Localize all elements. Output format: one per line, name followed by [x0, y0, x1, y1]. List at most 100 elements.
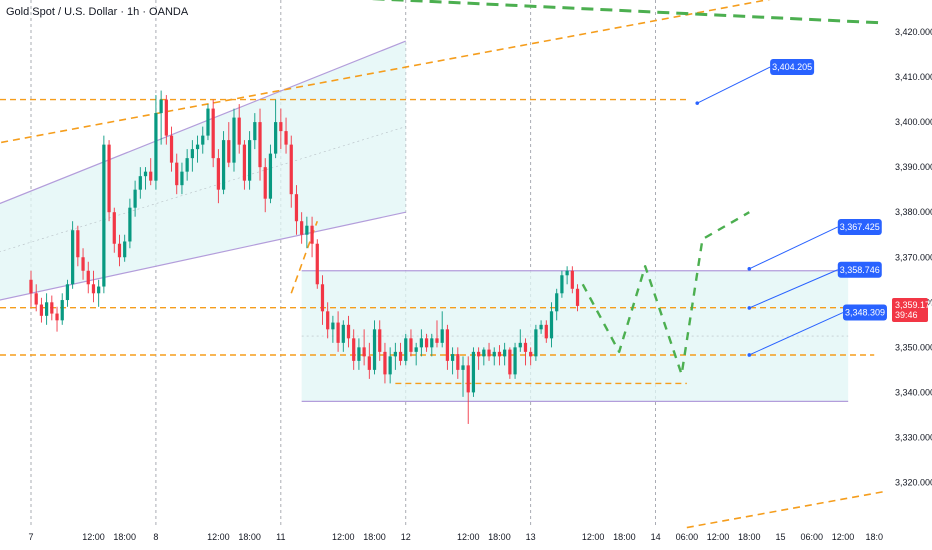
candle-layer	[29, 90, 580, 424]
candle-body	[39, 304, 44, 316]
candle-body	[534, 329, 538, 357]
channel-fill	[0, 41, 406, 300]
candle-body	[315, 243, 319, 285]
x-tick-label: 13	[526, 532, 536, 542]
candle-body	[211, 108, 215, 159]
y-tick-label: 3,420.000	[895, 27, 932, 37]
candle-body	[450, 354, 455, 361]
channel-layer	[0, 40, 849, 403]
candle-body	[352, 338, 356, 361]
candle-body	[513, 347, 517, 375]
candle-body	[190, 149, 194, 159]
callout-label: 3,404.205	[772, 62, 812, 72]
candle-body	[274, 122, 278, 154]
candle-body	[560, 275, 564, 294]
candle-body	[357, 347, 361, 361]
candle-body	[305, 225, 309, 235]
candle-body	[263, 167, 267, 199]
y-tick-label: 3,330.000	[895, 432, 932, 442]
candle-body	[97, 286, 101, 294]
candle-body	[206, 108, 210, 136]
candle-body	[60, 300, 64, 321]
candle-body	[133, 189, 137, 208]
candle-body	[445, 329, 450, 361]
callout-box	[842, 304, 887, 321]
projection-path	[581, 211, 750, 376]
candle-body	[477, 351, 481, 357]
candle-body	[102, 144, 106, 287]
candle-body	[518, 342, 522, 348]
candle-body	[76, 230, 80, 258]
candle-body	[221, 140, 226, 190]
candle-body	[435, 338, 439, 343]
projection-layer	[581, 211, 750, 376]
candle-body	[393, 351, 397, 357]
callout-box	[837, 261, 882, 278]
channel-upper-line	[0, 40, 406, 205]
x-tick-label: 06:00	[676, 532, 699, 542]
x-tick-label: 12:00	[457, 532, 480, 542]
candle-body	[456, 354, 460, 370]
candle-body	[112, 212, 116, 244]
y-tick-label: 3,340.000	[895, 387, 932, 397]
trendline-green-top	[368, 0, 885, 25]
candle-body	[71, 230, 75, 285]
candle-body	[247, 140, 252, 181]
candle-body	[185, 158, 189, 172]
x-tick-label: 14	[651, 532, 661, 542]
candle-body	[336, 322, 340, 343]
candle-body	[34, 293, 38, 305]
candle-body	[123, 241, 127, 258]
candle-body	[154, 113, 158, 181]
x-tick-label: 12:00	[582, 532, 605, 542]
x-tick-label: 12:00	[207, 532, 230, 542]
candle-body	[107, 144, 111, 213]
candle-body	[237, 117, 241, 145]
callout-anchor	[747, 353, 752, 357]
callout-box	[770, 59, 815, 76]
x-tick-label: 7	[28, 532, 33, 542]
candle-body	[29, 279, 33, 294]
axis-layer: 3,420.000 3,410.000 3,400.000 3,390.000 3,38…	[28, 27, 932, 542]
candle-body	[268, 153, 273, 199]
candle-body	[440, 329, 444, 343]
candle-body	[242, 144, 247, 181]
x-tick-label: 18:0	[865, 532, 883, 542]
callout-anchor	[695, 101, 700, 105]
x-tick-label: 12	[401, 532, 411, 542]
trendline-orange-rising	[0, 0, 771, 144]
current-price-badge	[892, 298, 928, 323]
candle-body	[169, 135, 174, 163]
y-tick-label: 3,400.000	[895, 117, 932, 127]
candle-body	[81, 257, 85, 271]
candle-body	[398, 351, 403, 361]
candle-body	[492, 351, 496, 357]
candle-body	[175, 162, 179, 186]
x-tick-label: 8	[153, 532, 158, 542]
candle-body	[164, 99, 168, 136]
candle-body	[232, 117, 236, 163]
candle-body	[284, 131, 288, 145]
callout-label: 3,367.425	[840, 222, 880, 232]
candle-body	[383, 351, 387, 375]
x-tick-label: 11	[276, 532, 285, 542]
callout-leader	[749, 312, 844, 356]
candle-body	[503, 349, 507, 357]
x-tick-label: 06:00	[800, 532, 823, 542]
candle-body	[310, 225, 314, 244]
candle-body	[544, 324, 548, 339]
callout-box	[837, 218, 882, 235]
candle-body	[279, 122, 283, 132]
candle-body	[555, 293, 559, 312]
candle-body	[195, 144, 200, 150]
candle-body	[461, 365, 465, 370]
candle-body	[341, 324, 345, 343]
y-tick-label: 3,380.000	[895, 207, 932, 217]
candle-body	[201, 135, 205, 145]
candle-body	[549, 311, 554, 339]
candle-body	[529, 351, 533, 357]
candle-body	[258, 122, 262, 168]
candle-body	[424, 338, 429, 348]
